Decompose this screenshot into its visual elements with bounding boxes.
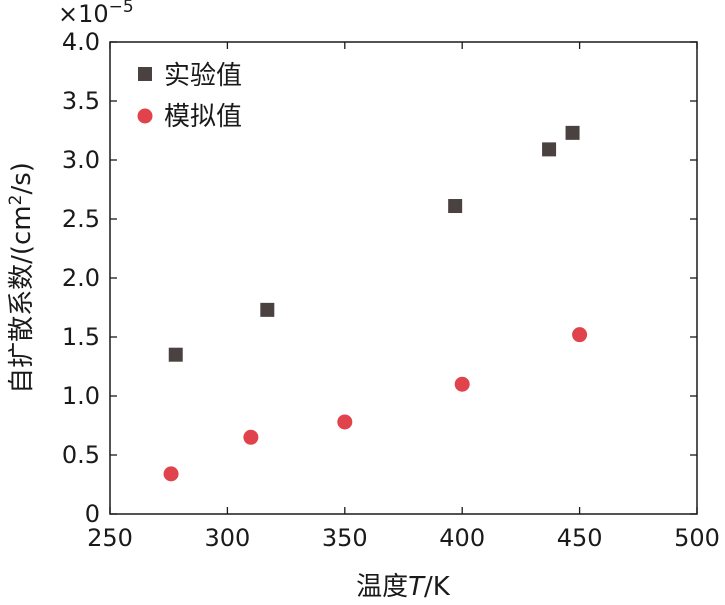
x-axis-title: 温度T/K bbox=[356, 572, 451, 602]
y-axis-multiplier: ×10−5 bbox=[58, 0, 134, 28]
point-simulated bbox=[572, 327, 588, 343]
legend-marker-experimental bbox=[138, 67, 152, 81]
y-tick-label: 2.0 bbox=[62, 264, 100, 292]
x-tick-labels: 250 300 350 400 450 500 bbox=[87, 524, 720, 552]
point-experimental bbox=[260, 302, 275, 317]
y-tick-labels: 0 0.5 1.0 1.5 2.0 2.5 3.0 3.5 4.0 bbox=[62, 28, 100, 528]
legend-label-experimental: 实验值 bbox=[164, 61, 242, 91]
y-tick-label: 2.5 bbox=[62, 205, 100, 233]
y-tick-label: 0 bbox=[85, 500, 100, 528]
y-tick-label: 3.0 bbox=[62, 146, 100, 174]
x-tick-label: 250 bbox=[87, 524, 133, 552]
x-tick-label: 350 bbox=[322, 524, 368, 552]
data-points bbox=[163, 125, 588, 482]
y-multiplier-exponent: −5 bbox=[109, 0, 134, 17]
y-axis-title-suffix: /s) bbox=[7, 162, 37, 194]
y-tick-label: 0.5 bbox=[62, 441, 100, 469]
x-axis-title-unit: /K bbox=[424, 572, 451, 602]
y-tick-label: 1.0 bbox=[62, 382, 100, 410]
x-axis-title-prefix: 温度 bbox=[356, 572, 408, 602]
x-axis-title-variable: T bbox=[408, 572, 426, 602]
legend-label-simulated: 模拟值 bbox=[164, 102, 242, 132]
y-multiplier-base: ×10 bbox=[58, 0, 109, 28]
point-simulated bbox=[163, 466, 179, 482]
y-tick-label: 3.5 bbox=[62, 87, 100, 115]
point-experimental bbox=[168, 347, 183, 362]
y-tick-label: 4.0 bbox=[62, 28, 100, 56]
y-axis-title-prefix: 自扩散系数 bbox=[7, 264, 37, 394]
legend: 实验值 模拟值 bbox=[137, 61, 242, 132]
point-simulated bbox=[454, 376, 470, 392]
legend-marker-simulated bbox=[137, 108, 153, 124]
y-tick-label: 1.5 bbox=[62, 323, 100, 351]
x-tick-label: 300 bbox=[204, 524, 250, 552]
point-simulated bbox=[337, 414, 353, 430]
axis-ticks bbox=[109, 41, 698, 515]
point-experimental bbox=[542, 142, 557, 157]
y-axis-title-sup: 2 bbox=[6, 195, 26, 206]
point-experimental bbox=[448, 199, 463, 214]
x-tick-label: 500 bbox=[674, 524, 720, 552]
y-axis-title-unit: /(cm bbox=[7, 205, 37, 264]
point-experimental bbox=[565, 125, 580, 140]
x-tick-label: 400 bbox=[439, 524, 485, 552]
point-simulated bbox=[243, 429, 259, 445]
x-tick-label: 450 bbox=[557, 524, 603, 552]
y-axis-title: 自扩散系数/(cm2/s) bbox=[6, 162, 37, 394]
